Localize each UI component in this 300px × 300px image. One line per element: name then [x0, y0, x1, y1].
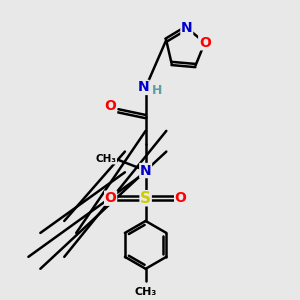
- Text: CH₃: CH₃: [134, 287, 157, 298]
- Text: O: O: [199, 36, 211, 50]
- Text: O: O: [105, 99, 117, 113]
- Text: S: S: [140, 191, 151, 206]
- Text: O: O: [105, 191, 117, 205]
- Text: O: O: [175, 191, 187, 205]
- Text: CH₃: CH₃: [95, 154, 116, 164]
- Text: H: H: [152, 84, 162, 97]
- Text: N: N: [140, 164, 152, 178]
- Text: N: N: [181, 21, 193, 35]
- Text: N: N: [137, 80, 149, 94]
